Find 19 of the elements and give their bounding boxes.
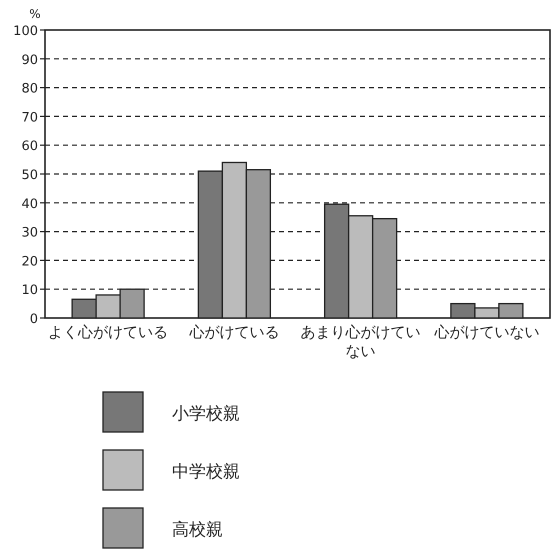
y-axis-title: % bbox=[29, 7, 41, 21]
y-tick-label: 10 bbox=[21, 283, 38, 298]
y-tick-label: 40 bbox=[21, 196, 38, 212]
y-tick-label: 100 bbox=[13, 24, 38, 39]
x-tick-label: 心がけていない bbox=[433, 323, 540, 341]
y-tick-label: 70 bbox=[21, 110, 38, 126]
x-tick-label: よく心がけている bbox=[48, 323, 168, 341]
y-tick-label: 50 bbox=[21, 168, 38, 183]
legend-label: 小学校親 bbox=[172, 404, 240, 424]
x-tick-label: 心がけている bbox=[188, 323, 280, 341]
y-tick-label: 30 bbox=[21, 226, 38, 241]
y-tick-label: 90 bbox=[21, 52, 38, 68]
legend-label: 中学校親 bbox=[172, 462, 240, 482]
legend-label: 高校親 bbox=[172, 520, 223, 540]
y-tick-label: 0 bbox=[30, 312, 38, 327]
y-tick-label: 80 bbox=[21, 82, 38, 97]
y-tick-label: 20 bbox=[21, 254, 38, 270]
x-tick-label: あまり心がけていない bbox=[300, 323, 421, 360]
y-tick-label: 60 bbox=[21, 139, 38, 154]
